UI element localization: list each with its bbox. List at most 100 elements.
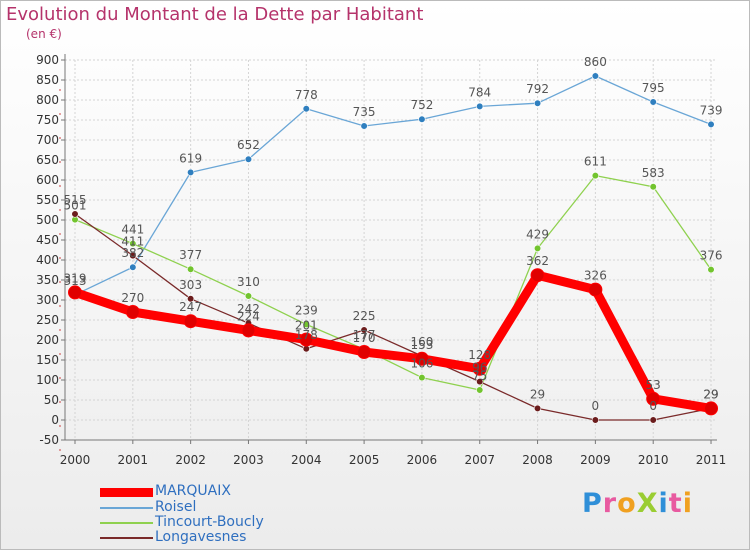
data-label: 0 [649, 399, 657, 413]
y-tick-label: 500 [36, 213, 59, 227]
data-point [187, 168, 195, 176]
data-label: 784 [468, 85, 491, 99]
data-point [472, 361, 487, 376]
x-tick-labels: 2000 2001 2002 2003 2004 2005 2006 2007 2008 2009… [60, 453, 727, 467]
data-label: 752 [410, 98, 433, 112]
data-point [71, 210, 79, 218]
data-point [129, 252, 137, 260]
x-tick-label: 2010 [638, 453, 669, 467]
data-label: 326 [584, 269, 607, 283]
data-point [418, 115, 426, 123]
y-tick-label: 750 [36, 113, 59, 127]
logo-letter: r [602, 488, 618, 519]
y-tick-label: 300 [36, 293, 59, 307]
data-point [414, 351, 429, 366]
data-label: 242 [237, 302, 260, 316]
y-tick-label: 0 [51, 413, 59, 427]
data-label: 225 [353, 309, 376, 323]
data-label: 270 [121, 291, 144, 305]
x-tick-label: 2000 [60, 453, 91, 467]
data-label: 29 [703, 387, 718, 401]
data-label: 160 [410, 335, 433, 349]
legend-label: Tincourt-Boucly [155, 514, 264, 530]
data-point [591, 72, 599, 80]
data-point [649, 98, 657, 106]
y-tick-label: 250 [36, 313, 59, 327]
legend-swatch [100, 488, 153, 497]
unit-label: (en €) [26, 27, 62, 41]
series-line-roisel [74, 75, 712, 296]
data-point [476, 102, 484, 110]
data-label: 501 [64, 199, 87, 213]
data-label: 652 [237, 138, 260, 152]
data-label: 201 [295, 319, 318, 333]
data-point [68, 285, 82, 300]
data-point [360, 326, 368, 334]
data-label: 177 [353, 328, 376, 342]
data-point [476, 378, 484, 386]
data-label: 310 [237, 275, 260, 289]
logo-letter: o [617, 488, 637, 519]
data-point [707, 266, 715, 274]
series-line-marquaix [70, 270, 716, 413]
data-point [533, 244, 542, 252]
x-tick-label: 2011 [696, 453, 727, 467]
legend-swatch [100, 507, 153, 509]
legend-swatch [100, 537, 153, 539]
data-label: 313 [64, 274, 87, 288]
data-point [125, 305, 140, 319]
series-line-longavesnes [74, 213, 712, 421]
data-point [533, 404, 542, 413]
data-label: 128 [468, 348, 491, 362]
data-label: 429 [526, 227, 549, 241]
data-point [183, 314, 198, 329]
data-point [241, 323, 256, 338]
y-tick-label: 900 [36, 53, 59, 67]
data-label: 377 [179, 248, 202, 262]
data-label: 376 [700, 249, 723, 263]
data-label: 735 [353, 105, 376, 119]
x-tick-label: 2001 [118, 453, 149, 467]
data-label: 247 [179, 300, 202, 314]
data-labels: 313 382 619 652 778 735 752 784 792 860 795 739 501 4… [64, 55, 723, 413]
y-tick-label: -50 [39, 433, 59, 447]
series-line-tincourt-boucly [74, 174, 712, 391]
x-tick-label: 2009 [580, 453, 611, 467]
data-label: 53 [646, 378, 661, 392]
y-tick-label: 450 [36, 233, 59, 247]
data-label: 515 [64, 193, 87, 207]
data-point [187, 295, 195, 303]
axes [59, 54, 717, 451]
data-label: 224 [237, 309, 260, 323]
data-point [704, 401, 719, 416]
data-point [646, 391, 661, 406]
data-label: 411 [121, 235, 144, 249]
legend-label: MARQUAIX [155, 483, 231, 499]
y-tick-label: 650 [36, 153, 59, 167]
logo-letter: t [668, 488, 683, 519]
data-point [302, 320, 310, 329]
data-label: 96 [472, 361, 487, 375]
data-point [357, 345, 372, 359]
data-label: 29 [703, 387, 718, 401]
data-point [360, 122, 368, 130]
data-point [649, 416, 657, 424]
series-layer [68, 72, 719, 424]
y-tick-label: 350 [36, 273, 59, 287]
x-tick-label: 2007 [464, 453, 495, 467]
data-point [476, 386, 484, 394]
data-point [244, 292, 253, 300]
data-point [591, 416, 599, 424]
data-label: 178 [295, 328, 318, 342]
data-point [129, 263, 137, 271]
data-label: 860 [584, 55, 607, 69]
data-label: 382 [121, 246, 144, 260]
x-tick-label: 2004 [291, 453, 322, 467]
data-label: 29 [530, 387, 545, 401]
x-tick-label: 2008 [522, 453, 553, 467]
data-label: 611 [584, 155, 607, 169]
logo-letter: i [658, 488, 669, 519]
y-tick-label: 800 [36, 93, 59, 107]
legend-label: Roisel [155, 499, 197, 515]
